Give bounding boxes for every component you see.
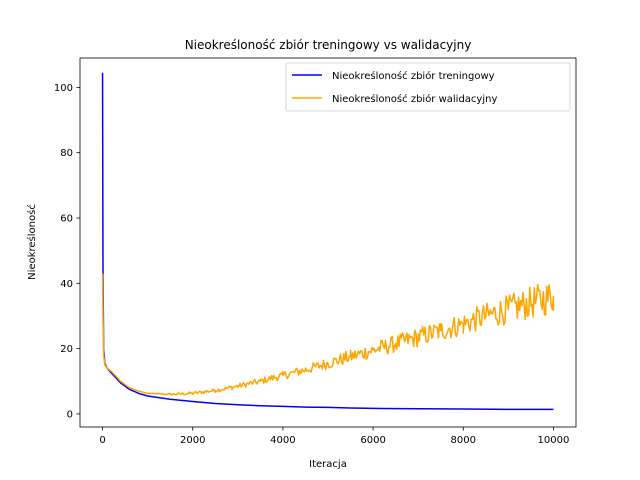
y-tick-label: 0 (67, 409, 73, 420)
chart-title: Nieokreśloność zbiór treningowy vs walid… (185, 38, 472, 52)
y-axis-ticks: 0 20 40 60 80 100 (54, 83, 80, 420)
x-axis-label: Iteracja (309, 459, 347, 470)
plot-frame (79, 57, 577, 428)
x-tick-label: 8000 (451, 435, 476, 446)
x-tick-label: 6000 (360, 435, 385, 446)
x-tick-label: 2000 (180, 435, 205, 446)
y-tick-label: 40 (60, 279, 73, 290)
x-tick-label: 4000 (270, 435, 295, 446)
y-axis-label: Nieokreśloność (26, 204, 38, 280)
y-tick-label: 20 (60, 344, 73, 355)
x-tick-label: 10000 (538, 435, 570, 446)
y-tick-label: 60 (60, 214, 73, 225)
y-tick-label: 80 (60, 148, 73, 159)
legend-box (285, 62, 571, 112)
y-tick-label: 100 (54, 83, 73, 94)
x-tick-label: 0 (99, 435, 105, 446)
series-layer (101, 72, 555, 411)
legend-label-validation: Nieokreśloność zbiór walidacyjny (332, 93, 497, 105)
series-line-validation (101, 273, 555, 396)
legend: Nieokreśloność zbiór treningowy Nieokreś… (285, 62, 571, 112)
legend-label-train: Nieokreśloność zbiór treningowy (332, 70, 495, 82)
x-axis-ticks: 0 2000 4000 6000 8000 10000 (99, 427, 569, 446)
